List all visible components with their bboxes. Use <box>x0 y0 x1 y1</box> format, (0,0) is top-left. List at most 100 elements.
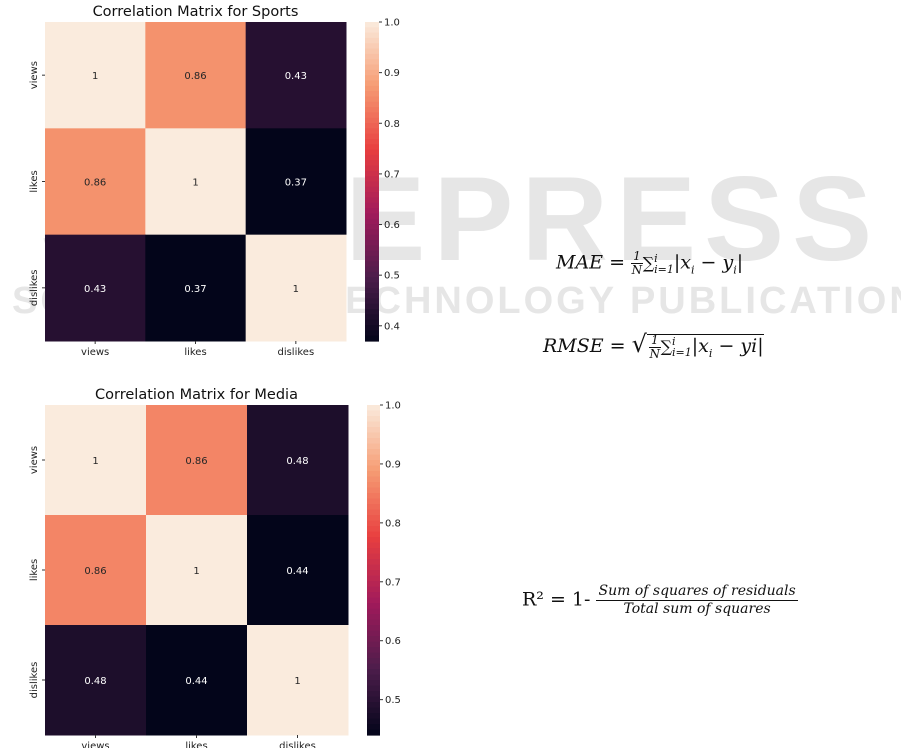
x-tick-label: likes <box>184 347 206 358</box>
colorbar-segment <box>367 586 380 593</box>
colorbar-segment <box>365 117 379 124</box>
r2-fraction: Sum of squares of residuals Total sum of … <box>596 583 798 618</box>
colorbar-segment <box>365 27 379 34</box>
heatmap-cell <box>247 405 349 516</box>
colorbar-segment <box>367 515 380 522</box>
colorbar-segment <box>365 309 379 316</box>
y-tick-label: views <box>29 446 40 474</box>
colorbar-segment <box>367 564 380 571</box>
colorbar-segment <box>365 255 379 262</box>
colorbar-segment <box>365 112 379 119</box>
cell-value-label: 0.43 <box>84 284 106 295</box>
colorbar-segment <box>365 37 379 44</box>
colorbar-segment <box>367 663 380 670</box>
colorbar-segment <box>365 91 379 98</box>
colorbar-segment <box>365 192 379 199</box>
colorbar-tick-label: 0.8 <box>385 518 401 529</box>
colorbar-tick-label: 0.9 <box>385 459 401 470</box>
colorbar-segment <box>367 707 380 714</box>
colorbar-segment <box>367 493 380 500</box>
colorbar-segment <box>365 133 379 140</box>
sum-symbol: ∑ <box>642 253 655 273</box>
colorbar-segment <box>365 101 379 108</box>
colorbar-tick-label: 0.5 <box>385 695 401 706</box>
chart-title: Correlation Matrix for Sports <box>93 4 299 20</box>
colorbar-segment <box>365 303 379 310</box>
colorbar-segment <box>365 234 379 241</box>
heatmap-cell <box>245 128 347 236</box>
mae-term: − y <box>694 251 734 274</box>
subscript: i <box>690 263 695 277</box>
colorbar-segment <box>367 548 380 555</box>
colorbar-segment <box>367 718 380 725</box>
mae-lhs: MAE = <box>556 251 626 274</box>
heatmap-cell <box>145 128 247 236</box>
colorbar-segment <box>367 465 380 472</box>
colorbar-segment <box>367 531 380 538</box>
mae-term: |x <box>673 251 691 274</box>
colorbar-segment <box>365 293 379 300</box>
cell-value-label: 1 <box>193 566 199 577</box>
r2-denominator: Total sum of squares <box>623 601 771 617</box>
colorbar-segment <box>367 630 380 637</box>
colorbar-segment <box>365 319 379 326</box>
colorbar-segment <box>367 421 380 428</box>
colorbar-segment <box>367 476 380 483</box>
colorbar-segment <box>367 438 380 445</box>
colorbar-segment <box>365 149 379 156</box>
heatmap-cell <box>45 625 147 736</box>
r2-numerator: Sum of squares of residuals <box>596 583 798 601</box>
colorbar-segment <box>367 641 380 648</box>
colorbar-segment <box>367 432 380 439</box>
colorbar-segment <box>367 724 380 731</box>
colorbar-segment <box>367 696 380 703</box>
colorbar-tick-label: 0.6 <box>384 220 400 231</box>
sum-upper: i <box>654 251 658 265</box>
r2-equation: R² = 1- Sum of squares of residuals Total… <box>522 583 798 618</box>
colorbar-segment <box>365 138 379 145</box>
colorbar-segment <box>365 128 379 135</box>
cell-value-label: 0.86 <box>184 71 206 82</box>
rmse-lhs: RMSE = <box>543 335 626 357</box>
colorbar-segment <box>365 107 379 113</box>
colorbar-segment <box>365 43 379 50</box>
cell-value-label: 0.37 <box>285 178 307 189</box>
colorbar-segment <box>367 581 380 588</box>
colorbar-segment <box>365 335 379 342</box>
colorbar-segment <box>367 619 380 626</box>
colorbar-segment <box>367 680 380 687</box>
colorbar-segment <box>365 170 379 177</box>
colorbar-segment <box>365 325 379 331</box>
colorbar-segment <box>367 405 380 412</box>
colorbar-segment <box>367 454 380 461</box>
colorbar-segment <box>365 271 379 278</box>
x-tick-label: views <box>81 741 109 748</box>
colorbar-segment <box>367 652 380 659</box>
heatmap-cell <box>247 625 349 736</box>
cell-value-label: 0.37 <box>184 284 206 295</box>
colorbar-segment <box>365 176 379 183</box>
y-tick-label: views <box>29 61 40 89</box>
colorbar-segment <box>367 597 380 604</box>
heatmap-cell <box>247 515 349 626</box>
heatmap-cell <box>146 405 248 516</box>
colorbar-segment <box>365 32 379 39</box>
cell-value-label: 1 <box>92 71 98 82</box>
cell-value-label: 0.44 <box>185 676 207 687</box>
colorbar-segment <box>365 22 379 28</box>
cell-value-label: 1 <box>293 284 299 295</box>
colorbar-segment <box>367 603 380 610</box>
colorbar-segment <box>367 685 380 692</box>
cell-value-label: 1 <box>192 178 198 189</box>
cell-value-label: 1 <box>294 676 300 687</box>
colorbar-segment <box>365 154 379 161</box>
colorbar-segment <box>367 702 380 709</box>
colorbar-segment <box>367 520 380 527</box>
colorbar-segment <box>367 647 380 654</box>
colorbar-segment <box>365 298 379 305</box>
sum-lower: i=1 <box>654 262 674 276</box>
colorbar-segment <box>365 287 379 294</box>
x-tick-label: dislikes <box>277 347 314 358</box>
colorbar-segment <box>367 537 380 544</box>
colorbar-segment <box>365 213 379 220</box>
